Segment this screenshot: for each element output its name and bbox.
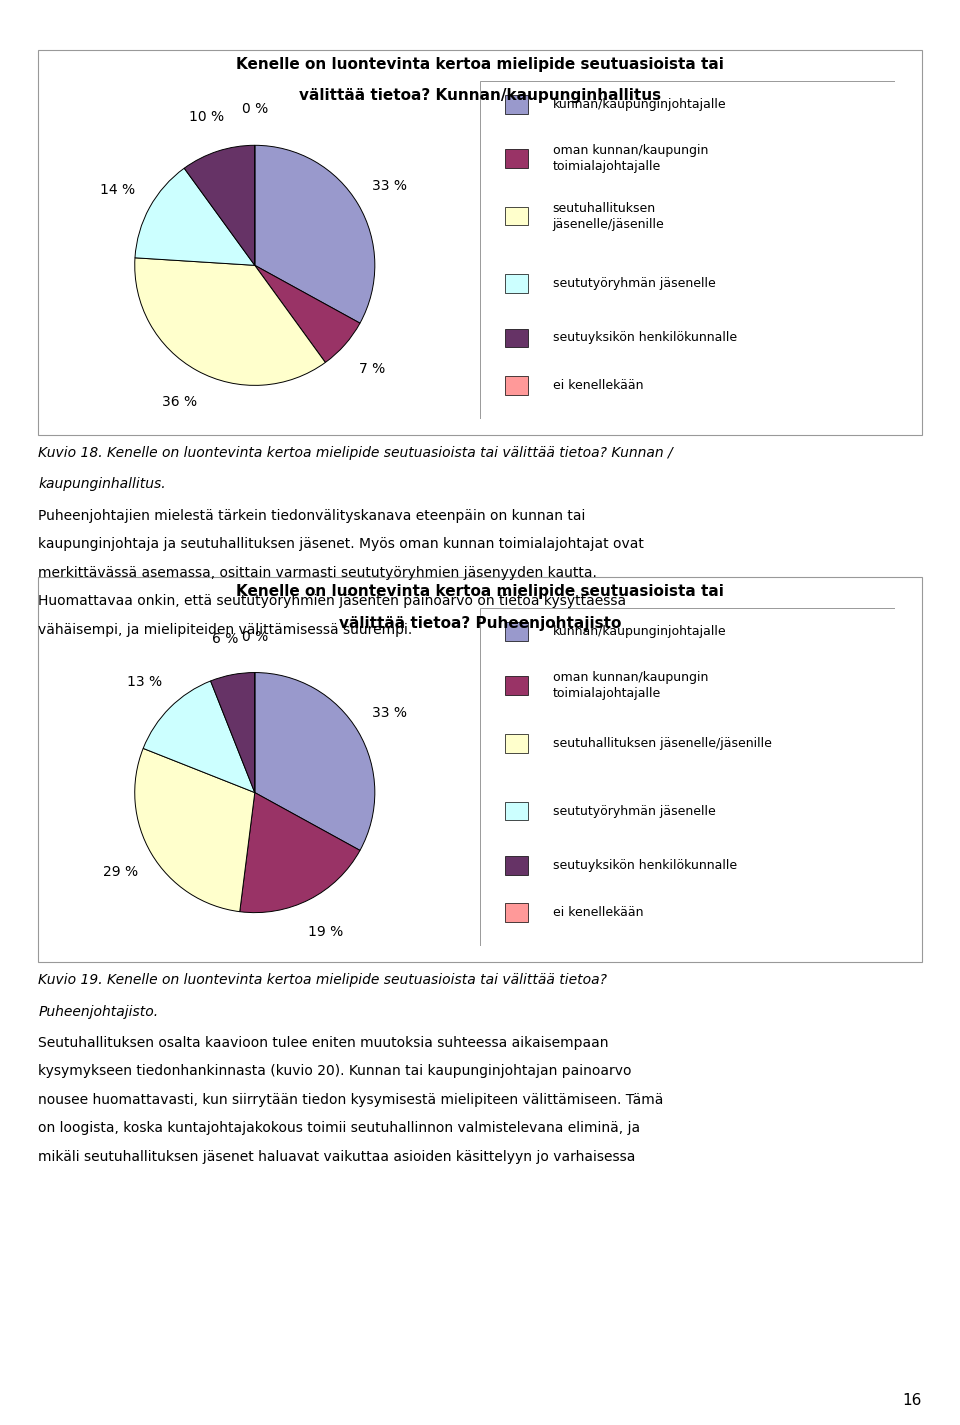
FancyBboxPatch shape xyxy=(505,376,528,395)
Text: Kenelle on luontevinta kertoa mielipide seutuasioista tai: Kenelle on luontevinta kertoa mielipide … xyxy=(236,57,724,73)
Text: oman kunnan/kaupungin
toimialajohtajalle: oman kunnan/kaupungin toimialajohtajalle xyxy=(553,671,708,700)
FancyBboxPatch shape xyxy=(505,623,528,641)
Text: Kuvio 18. Kenelle on luontevinta kertoa mielipide seutuasioista tai välittää tie: Kuvio 18. Kenelle on luontevinta kertoa … xyxy=(38,446,673,460)
Text: 33 %: 33 % xyxy=(372,707,407,720)
Wedge shape xyxy=(143,681,254,792)
Wedge shape xyxy=(254,265,360,362)
FancyBboxPatch shape xyxy=(505,677,528,695)
FancyBboxPatch shape xyxy=(505,856,528,875)
Text: Huomattavaa onkin, että seututyöryhmien jäsenten painoarvo on tietoa kysyttäessä: Huomattavaa onkin, että seututyöryhmien … xyxy=(38,594,627,608)
Text: välittää tietoa? Puheenjohtajisto: välittää tietoa? Puheenjohtajisto xyxy=(339,616,621,631)
Text: 0 %: 0 % xyxy=(242,103,268,117)
Wedge shape xyxy=(254,673,374,851)
Wedge shape xyxy=(240,792,360,912)
FancyBboxPatch shape xyxy=(480,608,895,946)
Text: 33 %: 33 % xyxy=(372,180,407,192)
Text: Kuvio 19. Kenelle on luontevinta kertoa mielipide seutuasioista tai välittää tie: Kuvio 19. Kenelle on luontevinta kertoa … xyxy=(38,973,608,988)
Wedge shape xyxy=(135,168,254,265)
Text: kunnan/kaupunginjohtajalle: kunnan/kaupunginjohtajalle xyxy=(553,626,727,638)
Wedge shape xyxy=(254,145,374,323)
Text: 16: 16 xyxy=(902,1392,922,1408)
Text: kunnan/kaupunginjohtajalle: kunnan/kaupunginjohtajalle xyxy=(553,98,727,111)
Wedge shape xyxy=(134,258,325,385)
Text: 10 %: 10 % xyxy=(189,110,224,124)
FancyBboxPatch shape xyxy=(505,275,528,294)
Text: välittää tietoa? Kunnan/kaupunginhallitus: välittää tietoa? Kunnan/kaupunginhallitu… xyxy=(299,88,661,104)
FancyBboxPatch shape xyxy=(505,95,528,114)
Text: Seutuhallituksen osalta kaavioon tulee eniten muutoksia suhteessa aikaisempaan: Seutuhallituksen osalta kaavioon tulee e… xyxy=(38,1036,609,1050)
Text: merkittävässä asemassa, osittain varmasti seututyöryhmien jäsenyyden kautta.: merkittävässä asemassa, osittain varmast… xyxy=(38,566,597,580)
Text: mikäli seutuhallituksen jäsenet haluavat vaikuttaa asioiden käsittelyyn jo varha: mikäli seutuhallituksen jäsenet haluavat… xyxy=(38,1150,636,1164)
Text: seututyöryhmän jäsenelle: seututyöryhmän jäsenelle xyxy=(553,805,715,818)
FancyBboxPatch shape xyxy=(480,81,895,419)
Text: seutuyksikön henkilökunnalle: seutuyksikön henkilökunnalle xyxy=(553,332,736,345)
Text: seutuyksikön henkilökunnalle: seutuyksikön henkilökunnalle xyxy=(553,859,736,872)
FancyBboxPatch shape xyxy=(505,903,528,922)
FancyBboxPatch shape xyxy=(505,150,528,168)
Text: seututyöryhmän jäsenelle: seututyöryhmän jäsenelle xyxy=(553,278,715,291)
FancyBboxPatch shape xyxy=(505,329,528,348)
Text: kaupunginjohtaja ja seutuhallituksen jäsenet. Myös oman kunnan toimialajohtajat : kaupunginjohtaja ja seutuhallituksen jäs… xyxy=(38,537,644,551)
Text: Kenelle on luontevinta kertoa mielipide seutuasioista tai: Kenelle on luontevinta kertoa mielipide … xyxy=(236,584,724,600)
Text: 14 %: 14 % xyxy=(101,184,135,197)
Text: kaupunginhallitus.: kaupunginhallitus. xyxy=(38,477,166,492)
Text: Puheenjohtajisto.: Puheenjohtajisto. xyxy=(38,1005,158,1019)
Text: 6 %: 6 % xyxy=(212,633,239,647)
Text: kysymykseen tiedonhankinnasta (kuvio 20). Kunnan tai kaupunginjohtajan painoarvo: kysymykseen tiedonhankinnasta (kuvio 20)… xyxy=(38,1064,632,1079)
Text: on loogista, koska kuntajohtajakokous toimii seutuhallinnon valmistelevana elimi: on loogista, koska kuntajohtajakokous to… xyxy=(38,1121,640,1136)
Text: 19 %: 19 % xyxy=(308,925,344,939)
Text: ei kenellekään: ei kenellekään xyxy=(553,379,643,392)
Text: seutuhallituksen jäsenelle/jäsenille: seutuhallituksen jäsenelle/jäsenille xyxy=(553,737,772,750)
Wedge shape xyxy=(134,748,254,912)
Text: seutuhallituksen
jäsenelle/jäsenille: seutuhallituksen jäsenelle/jäsenille xyxy=(553,201,664,231)
Text: Puheenjohtajien mielestä tärkein tiedonvälityskanava eteenpäin on kunnan tai: Puheenjohtajien mielestä tärkein tiedonv… xyxy=(38,509,586,523)
Text: oman kunnan/kaupungin
toimialajohtajalle: oman kunnan/kaupungin toimialajohtajalle xyxy=(553,144,708,172)
Text: ei kenellekään: ei kenellekään xyxy=(553,906,643,919)
Text: vähäisempi, ja mielipiteiden välittämisessä suurempi.: vähäisempi, ja mielipiteiden välittämise… xyxy=(38,623,413,637)
Text: 29 %: 29 % xyxy=(103,865,138,879)
Text: 7 %: 7 % xyxy=(359,362,385,376)
Text: nousee huomattavasti, kun siirrytään tiedon kysymisestä mielipiteen välittämisee: nousee huomattavasti, kun siirrytään tie… xyxy=(38,1093,663,1107)
FancyBboxPatch shape xyxy=(505,802,528,821)
Text: 13 %: 13 % xyxy=(127,675,162,690)
Text: 36 %: 36 % xyxy=(162,395,197,409)
Wedge shape xyxy=(210,673,254,792)
Text: 0 %: 0 % xyxy=(242,630,268,644)
FancyBboxPatch shape xyxy=(505,734,528,752)
FancyBboxPatch shape xyxy=(505,207,528,225)
Wedge shape xyxy=(184,145,254,265)
